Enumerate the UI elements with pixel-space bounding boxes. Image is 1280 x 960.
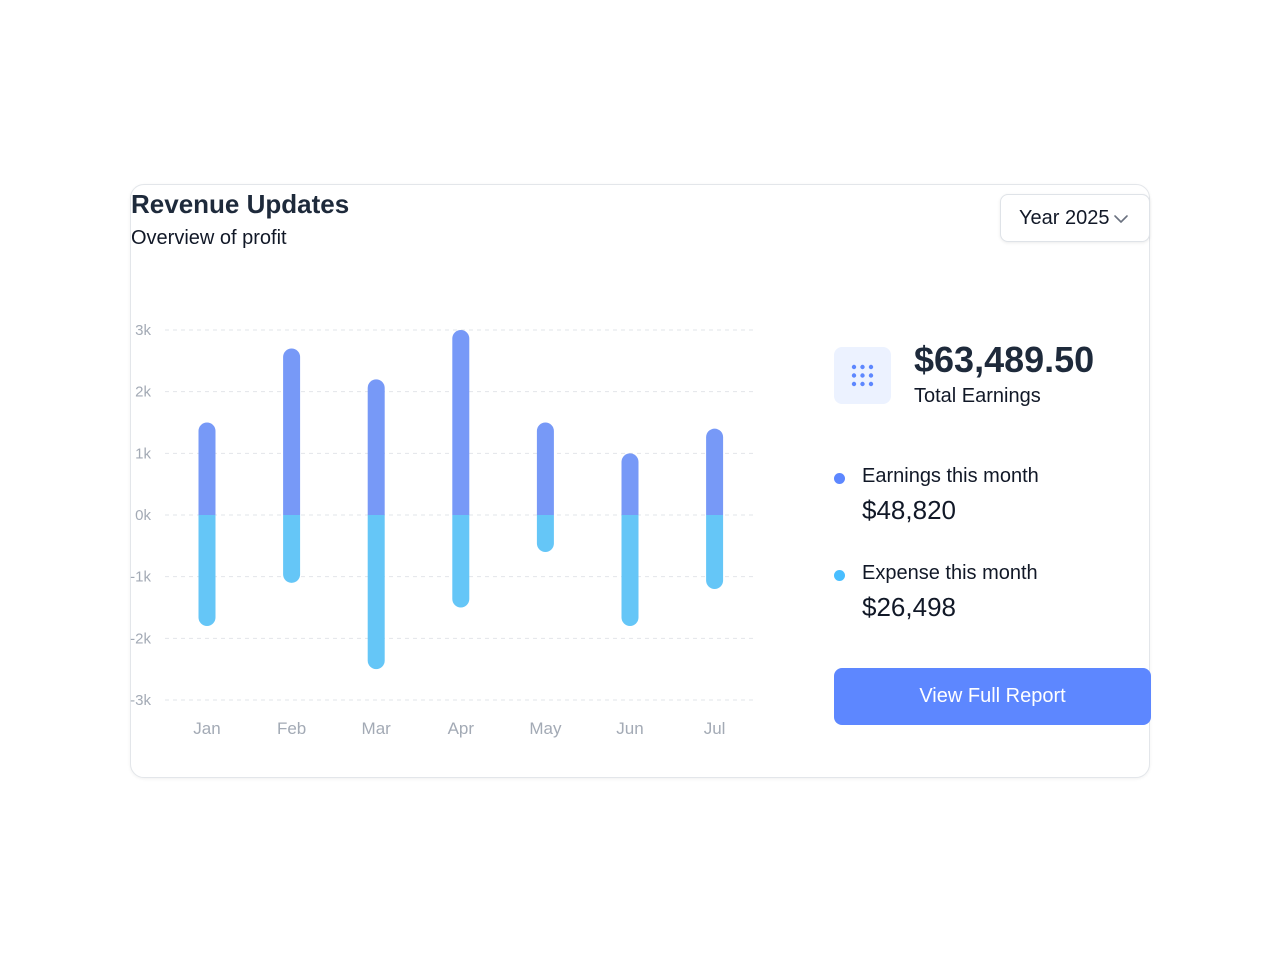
earnings-bar: [198, 422, 216, 515]
earnings-value: $48,820: [862, 495, 956, 525]
x-tick-label: Jun: [616, 719, 643, 738]
expense-bar: [367, 515, 385, 670]
expense-bar: [536, 515, 554, 552]
expense-legend-dot: [834, 570, 845, 581]
y-tick-label: 0k: [135, 507, 151, 524]
y-tick-label: 1k: [135, 445, 151, 462]
x-tick-label: May: [529, 719, 562, 738]
earnings-bar: [452, 330, 470, 515]
total-earnings-value: $63,489.50: [914, 339, 1095, 380]
expense-bar: [452, 515, 470, 608]
x-tick-label: Jul: [704, 719, 726, 738]
revenue-bar-chart: 3k 2k 1k 0k -1k -2k -3k Jan Feb Mar Apr May Jun Jul: [130, 322, 757, 738]
earnings-label: Earnings this month: [862, 465, 1039, 487]
y-tick-label: 3k: [135, 322, 151, 339]
x-tick-label: Apr: [448, 719, 475, 738]
x-tick-label: Feb: [277, 719, 306, 738]
expense-bar: [198, 515, 216, 626]
year-select[interactable]: Year 2025: [1000, 194, 1150, 242]
expense-value: $26,498: [862, 592, 956, 622]
expense-bar: [283, 515, 301, 583]
card-subtitle: Overview of profit: [131, 227, 287, 249]
chevron-down-icon: [1114, 215, 1128, 223]
y-tick-label: -2k: [130, 630, 151, 647]
x-tick-label: Jan: [193, 719, 220, 738]
earnings-bar: [706, 428, 724, 515]
earnings-bar: [367, 379, 385, 515]
revenue-updates-card: Revenue Updates Overview of profit Year …: [130, 184, 1151, 778]
expense-bar: [706, 515, 724, 589]
y-tick-label: -1k: [130, 569, 151, 586]
year-select-label: Year 2025: [1019, 206, 1110, 229]
expense-label: Expense this month: [862, 562, 1038, 584]
expense-bar: [621, 515, 639, 626]
view-full-report-button[interactable]: View Full Report: [834, 668, 1151, 725]
grid-dots-icon: [834, 347, 891, 404]
earnings-bar: [621, 453, 639, 515]
earnings-bar: [536, 422, 554, 515]
y-tick-label: 2k: [135, 384, 151, 401]
total-earnings-label: Total Earnings: [914, 385, 1041, 407]
x-tick-label: Mar: [362, 719, 392, 738]
earnings-legend-dot: [834, 473, 845, 484]
card-title: Revenue Updates: [131, 189, 350, 219]
y-tick-label: -3k: [130, 692, 151, 709]
earnings-bar: [283, 348, 301, 515]
